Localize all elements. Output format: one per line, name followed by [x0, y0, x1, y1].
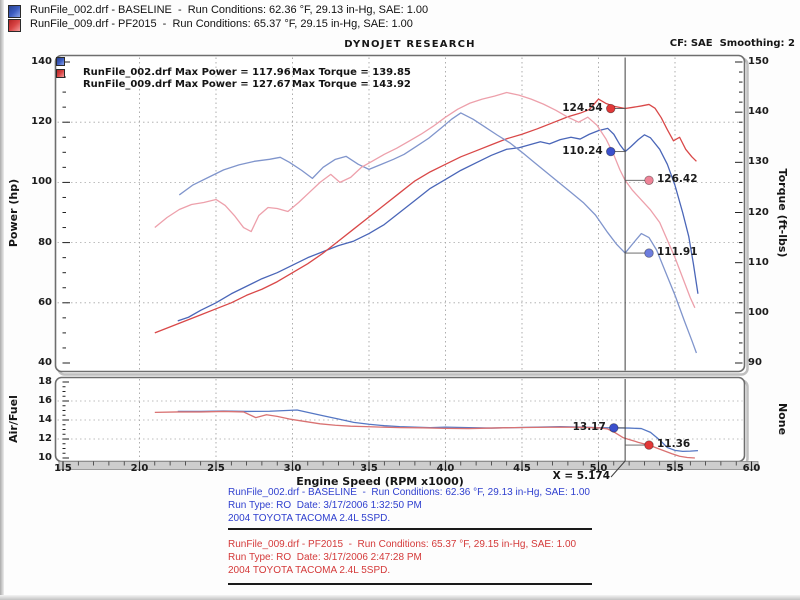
- smoothing-setting: CF: SAE Smoothing: 2: [669, 38, 795, 49]
- scan-edge-bottom: [0, 595, 800, 600]
- x-axis-bar: [58, 461, 759, 470]
- header-run-baseline: RunFile_002.drf - BASELINE - Run Conditi…: [30, 4, 429, 16]
- curve-baseline-torque: [178, 112, 698, 354]
- right-axis-none-title: None: [776, 402, 789, 436]
- page-title: DYNOJET RESEARCH: [344, 39, 476, 50]
- plot-legend-row-pf2015: RunFile_009.drf Max Power = 127.67Max To…: [69, 68, 411, 101]
- curve-baseline-afr: [177, 409, 698, 453]
- marker-dot: [606, 103, 616, 114]
- curve-pf2015-torque: [154, 91, 696, 309]
- footer-pf2015-line3: 2004 TOYOTA TACOMA 2.4L 5SPD.: [228, 565, 391, 576]
- header-run-pf2015: RunFile_009.drf - PF2015 - Run Condition…: [30, 18, 413, 30]
- legend-swatch-baseline: [8, 5, 21, 18]
- marker-dot: [644, 440, 654, 450]
- marker-dot: [609, 423, 619, 433]
- plot-legend-row-baseline: RunFile_002.drf Max Power = 117.96Max To…: [69, 56, 411, 89]
- cursor-leader-line: [610, 460, 626, 478]
- footer-pf2015-line1: RunFile_009.drf - PF2015 - Run Condition…: [228, 539, 577, 550]
- pf2015-max-power: RunFile_009.drf Max Power = 127.67: [82, 79, 291, 90]
- footer-baseline-line1: RunFile_002.drf - BASELINE - Run Conditi…: [228, 487, 590, 498]
- footer-divider-1: [228, 528, 592, 530]
- torque-axis-title: Torque (ft-lbs): [776, 168, 789, 258]
- plot-legend-swatch-baseline: [56, 57, 65, 66]
- legend-swatch-pf2015: [8, 19, 21, 32]
- footer-pf2015-line2: Run Type: RO Date: 3/17/2006 2:47:28 PM: [228, 552, 422, 563]
- main-panel-frame: [54, 54, 746, 373]
- footer-baseline-line2: Run Type: RO Date: 3/17/2006 1:32:50 PM: [228, 500, 422, 511]
- curve-baseline-power: [177, 127, 699, 322]
- marker-dot: [606, 146, 616, 157]
- marker-dot: [644, 175, 654, 185]
- cursor-rpm-readout: X = 5.174: [552, 470, 610, 482]
- curve-pf2015-power: [154, 98, 697, 334]
- scan-edge-left: [0, 0, 4, 600]
- baseline-max-torque: Max Torque = 139.85: [291, 67, 411, 78]
- footer-divider-2: [228, 583, 592, 585]
- plot-legend-swatch-pf2015: [56, 69, 65, 78]
- baseline-max-power: RunFile_002.drf Max Power = 117.96: [82, 67, 291, 78]
- footer-baseline-line3: 2004 TOYOTA TACOMA 2.4L 5SPD.: [228, 513, 391, 524]
- airfuel-axis-title: Air/Fuel: [7, 395, 20, 443]
- pf2015-max-torque: Max Torque = 143.92: [291, 79, 411, 90]
- power-axis-title: Power (hp): [7, 178, 20, 248]
- marker-dot: [644, 248, 654, 258]
- afr-panel-frame: [54, 376, 746, 463]
- x-axis-title: Engine Speed (RPM x1000): [296, 475, 464, 488]
